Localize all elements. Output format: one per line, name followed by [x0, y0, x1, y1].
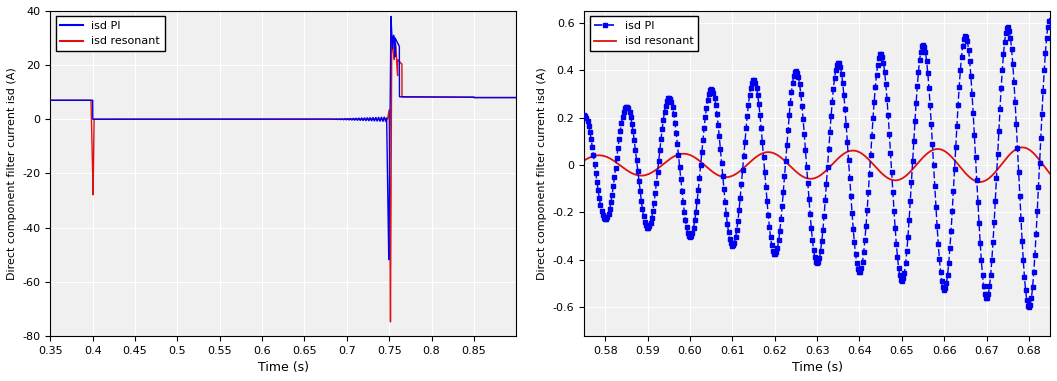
- Legend: isd PI, isd resonant: isd PI, isd resonant: [590, 16, 699, 51]
- X-axis label: Time (s): Time (s): [792, 361, 842, 374]
- X-axis label: Time (s): Time (s): [258, 361, 309, 374]
- Y-axis label: Direct component filter current isd (A): Direct component filter current isd (A): [7, 67, 17, 280]
- Y-axis label: Direct component filter current isd (A): Direct component filter current isd (A): [537, 67, 548, 280]
- Legend: isd PI, isd resonant: isd PI, isd resonant: [56, 16, 165, 51]
